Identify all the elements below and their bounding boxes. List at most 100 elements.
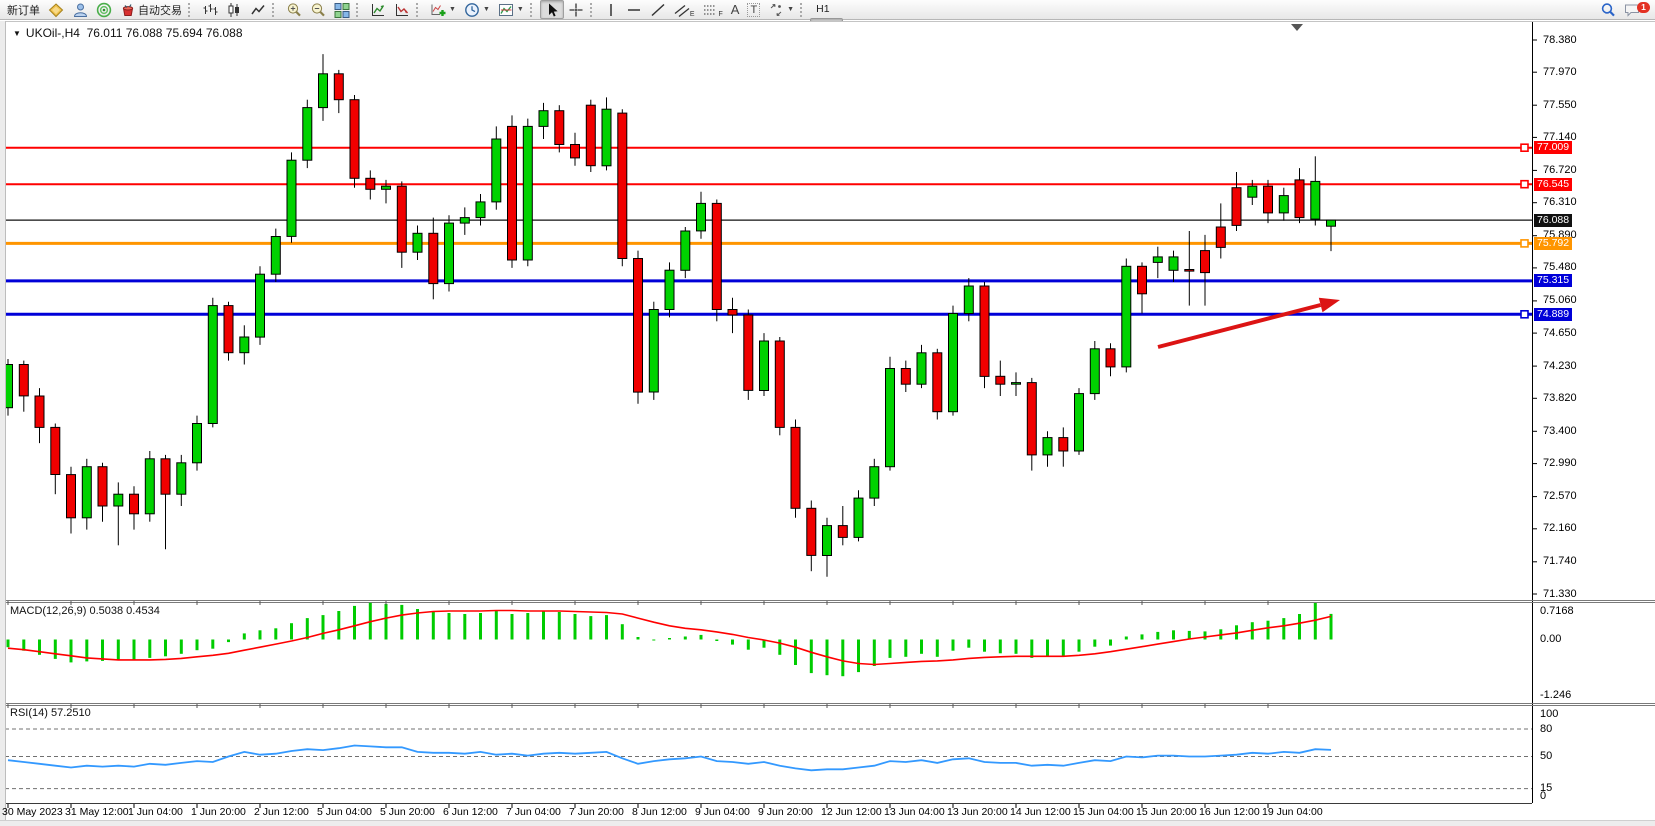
candle-body xyxy=(932,352,943,413)
arrows-button[interactable]: ▼ xyxy=(764,0,798,19)
chevron-down-icon: ▼ xyxy=(516,6,524,13)
signals-button[interactable] xyxy=(92,0,116,19)
horizontal-line-button[interactable] xyxy=(622,0,646,19)
candle-body xyxy=(1263,185,1273,214)
timeframe-h1[interactable]: H1 xyxy=(816,3,830,15)
text-icon: A xyxy=(730,2,740,17)
macd-histogram-bar xyxy=(573,614,577,640)
candle-body xyxy=(129,493,139,515)
bar-chart-button[interactable] xyxy=(198,0,222,19)
candle-body xyxy=(255,273,265,338)
candle-body xyxy=(381,185,391,190)
price-tick-label: 72.570 xyxy=(1543,490,1577,503)
macd-histogram-bar xyxy=(1046,639,1049,657)
macd-histogram-bar xyxy=(857,639,860,673)
price-tick-label: 74.230 xyxy=(1543,359,1577,372)
time-axis-label: 16 Jun 12:00 xyxy=(1199,806,1260,818)
price-tag[interactable]: 75.792 xyxy=(1534,236,1573,250)
new-chart-button[interactable] xyxy=(44,0,68,19)
candlestick-button[interactable] xyxy=(222,0,246,19)
macd-histogram-bar xyxy=(1329,613,1333,640)
indicator-window-button[interactable] xyxy=(390,0,414,19)
candle-body xyxy=(885,368,895,468)
macd-histogram-bar xyxy=(164,639,167,657)
zoom-in-button[interactable] xyxy=(282,0,306,19)
price-tick-label: 72.160 xyxy=(1543,522,1577,535)
fibonacci-icon xyxy=(702,2,718,18)
zoom-out-button[interactable] xyxy=(306,0,330,19)
macd-histogram-bar xyxy=(589,616,593,640)
vertical-line-button[interactable] xyxy=(600,0,622,19)
indicators-button[interactable] xyxy=(366,0,390,19)
macd-histogram-bar xyxy=(1061,639,1065,656)
candle-body xyxy=(491,138,502,203)
toolbar-separator xyxy=(800,2,808,17)
template-button[interactable]: ▼ xyxy=(494,0,528,19)
toolbar-right-group: 1 xyxy=(1596,0,1652,19)
toolbar-separator xyxy=(356,2,364,17)
notifications-button[interactable]: 1 xyxy=(1620,0,1652,19)
periods-clock-icon xyxy=(464,2,480,18)
template-icon xyxy=(498,2,514,18)
tile-windows-button[interactable] xyxy=(330,0,354,19)
candle-body xyxy=(664,269,675,311)
line-chart-button[interactable] xyxy=(246,0,270,19)
candle-body xyxy=(1184,269,1195,272)
price-tick-label: 74.650 xyxy=(1543,326,1577,339)
price-tag[interactable]: 76.088 xyxy=(1534,213,1573,227)
price-tag[interactable]: 74.889 xyxy=(1534,307,1573,321)
add-indicator-button[interactable]: ▼ xyxy=(426,0,460,19)
macd-histogram-bar xyxy=(699,634,703,640)
macd-histogram-bar xyxy=(605,615,608,640)
candle-body xyxy=(948,313,958,413)
channel-button[interactable]: E xyxy=(670,0,699,19)
candle-body xyxy=(1200,250,1210,274)
crosshair-button[interactable] xyxy=(564,0,588,19)
macd-histogram-bar xyxy=(526,613,530,640)
macd-histogram-bar xyxy=(242,633,246,640)
macd-histogram-bar xyxy=(6,639,10,648)
price-tag[interactable]: 76.545 xyxy=(1534,177,1573,191)
price-tick-label: 71.330 xyxy=(1543,587,1577,600)
price-tick-label: 75.060 xyxy=(1543,294,1577,307)
cursor-icon xyxy=(544,2,560,18)
price-tag[interactable]: 75.315 xyxy=(1534,274,1573,288)
cursor-button[interactable] xyxy=(539,0,564,19)
macd-histogram-bar xyxy=(400,604,404,640)
candle-body xyxy=(160,458,171,495)
text-label-button[interactable]: T xyxy=(743,0,764,19)
rsi-tick-label: 100 xyxy=(1540,708,1559,720)
text-button[interactable]: A xyxy=(727,0,744,19)
notification-badge: 1 xyxy=(1637,2,1650,13)
macd-histogram-bar xyxy=(904,639,908,657)
arrows-icon xyxy=(768,2,784,18)
fibonacci-button[interactable]: F xyxy=(698,0,726,19)
macd-histogram-bar xyxy=(116,639,120,660)
macd-histogram-bar xyxy=(305,618,309,640)
macd-histogram-bar xyxy=(636,637,640,640)
candle-body xyxy=(1089,348,1100,395)
candle-body xyxy=(916,352,927,385)
candle-body xyxy=(97,466,108,507)
search-button[interactable] xyxy=(1596,0,1620,19)
channel-icon xyxy=(674,2,690,18)
macd-histogram-bar xyxy=(1077,639,1081,652)
profiles-icon xyxy=(72,2,88,18)
chart-area[interactable]: ▼ UKOil-,H4 76.011 76.088 75.694 76.088 M… xyxy=(0,21,1655,826)
candle-body xyxy=(444,222,454,285)
price-tick-label: 77.550 xyxy=(1543,98,1577,111)
price-tick-label: 78.380 xyxy=(1543,33,1577,46)
macd-histogram-bar xyxy=(620,624,624,640)
profiles-button[interactable] xyxy=(68,0,92,19)
candle-body xyxy=(617,112,628,259)
trendline-button[interactable] xyxy=(646,0,670,19)
toolbar-separator xyxy=(188,2,196,17)
new-order-button[interactable]: 新订单 xyxy=(3,0,44,19)
new-order-label: 新订单 xyxy=(7,4,40,17)
macd-histogram-bar xyxy=(841,639,845,677)
candle-body xyxy=(759,340,769,391)
macd-histogram-bar xyxy=(85,639,89,662)
price-tag[interactable]: 77.009 xyxy=(1534,141,1573,155)
autotrading-button[interactable]: 自动交易 xyxy=(116,0,186,19)
periods-button[interactable]: ▼ xyxy=(460,0,494,19)
